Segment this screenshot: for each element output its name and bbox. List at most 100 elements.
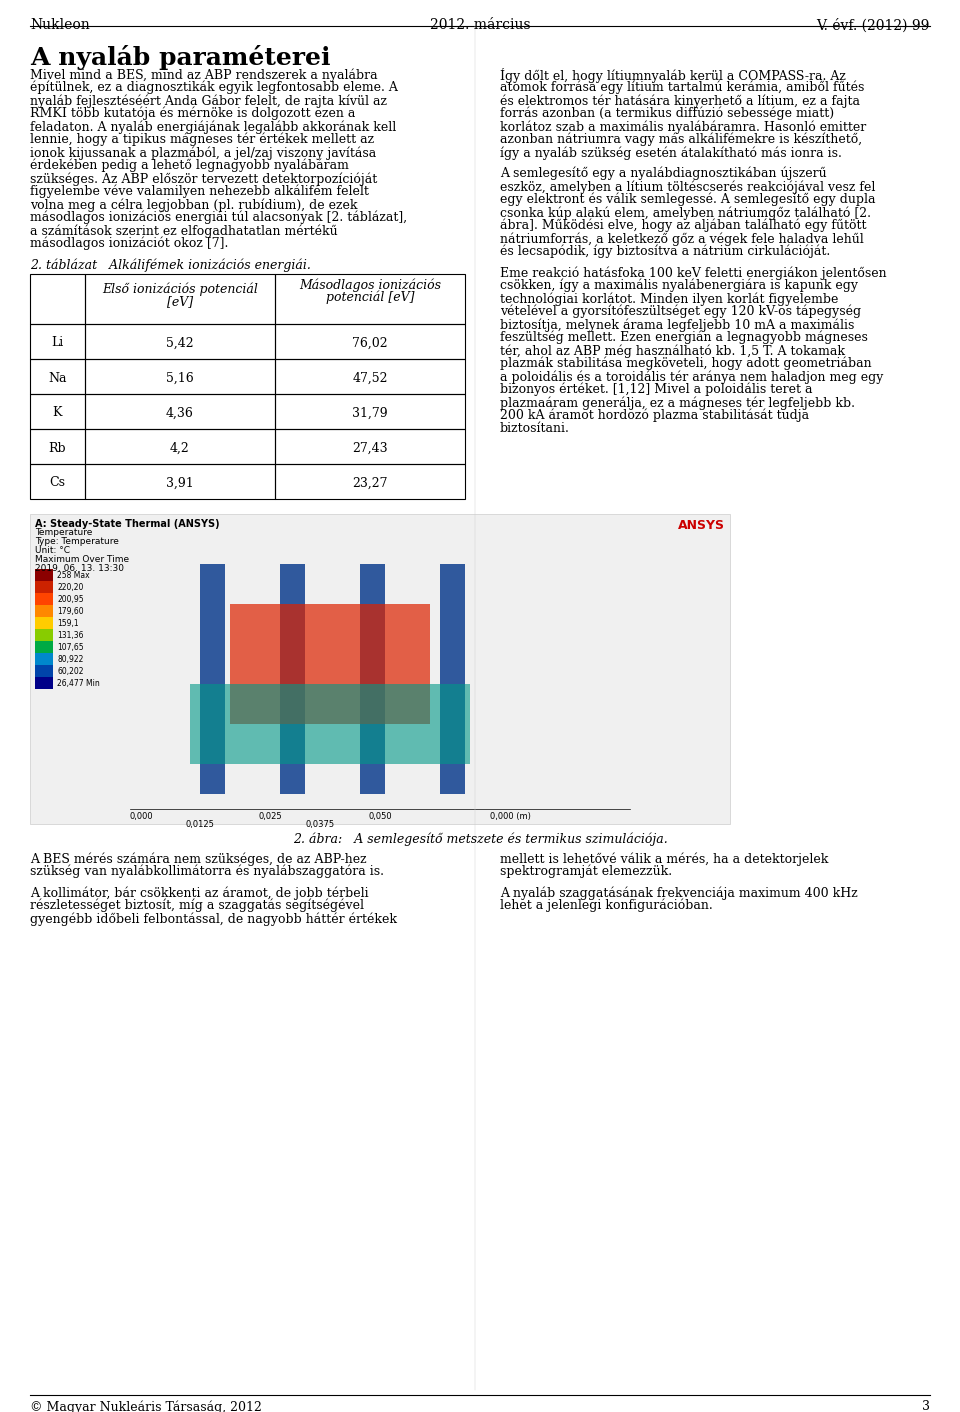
Text: Nukleon: Nukleon bbox=[30, 18, 89, 32]
Text: eszköz, amelyben a lítium töltéscserés reakciójával vesz fel: eszköz, amelyben a lítium töltéscserés r… bbox=[500, 179, 876, 193]
Text: [eV]: [eV] bbox=[167, 295, 193, 308]
Bar bbox=[275, 465, 465, 498]
Text: azonban nátriumra vagy más alkálifémekre is készíthető,: azonban nátriumra vagy más alkálifémekre… bbox=[500, 133, 862, 147]
Text: 159,1: 159,1 bbox=[57, 618, 79, 628]
Text: 60,202: 60,202 bbox=[57, 666, 84, 676]
Text: tér, ahol az ABP még használható kb. 1,5 T. A tokamak: tér, ahol az ABP még használható kb. 1,5… bbox=[500, 345, 845, 357]
Bar bbox=[280, 563, 305, 794]
Text: Mivel mind a BES, mind az ABP rendszerek a nyalábra: Mivel mind a BES, mind az ABP rendszerek… bbox=[30, 68, 377, 82]
Bar bbox=[30, 323, 85, 359]
Text: 0,025: 0,025 bbox=[258, 812, 282, 820]
Text: másodlagos ionizációt okoz [7].: másodlagos ionizációt okoz [7]. bbox=[30, 237, 228, 250]
Bar bbox=[35, 593, 53, 604]
Text: biztosítani.: biztosítani. bbox=[500, 422, 570, 435]
Text: 2012. március: 2012. március bbox=[430, 18, 530, 32]
Text: 220,20: 220,20 bbox=[57, 583, 84, 592]
Text: 200,95: 200,95 bbox=[57, 594, 84, 604]
Text: 179,60: 179,60 bbox=[57, 607, 84, 616]
Text: Cs: Cs bbox=[50, 476, 65, 490]
Bar bbox=[30, 359, 85, 394]
Bar bbox=[85, 394, 275, 429]
Text: mellett is lehetővé válik a mérés, ha a detektorjelek: mellett is lehetővé válik a mérés, ha a … bbox=[500, 851, 828, 866]
Text: A semlegesítő egy a nyalábdiagnosztikában újszerű: A semlegesítő egy a nyalábdiagnosztikába… bbox=[500, 167, 827, 181]
Text: 47,52: 47,52 bbox=[352, 371, 388, 384]
Text: K: K bbox=[53, 407, 62, 419]
Text: A: Steady-State Thermal (ANSYS): A: Steady-State Thermal (ANSYS) bbox=[35, 520, 220, 530]
Bar bbox=[35, 617, 53, 628]
Text: A nyaláb paraméterei: A nyaláb paraméterei bbox=[30, 45, 330, 71]
Text: építülnek, ez a diagnosztikák egyik legfontosabb eleme. A: építülnek, ez a diagnosztikák egyik legf… bbox=[30, 80, 397, 95]
Text: 2019. 06. 13. 13:30: 2019. 06. 13. 13:30 bbox=[35, 563, 124, 573]
Text: Első ionizációs potenciál: Első ionizációs potenciál bbox=[102, 282, 258, 295]
Text: 2. ábra:   A semlegesítő metszete és termikus szimulációja.: 2. ábra: A semlegesítő metszete és termi… bbox=[293, 832, 667, 846]
Text: egy elektront és válik semlegessé. A semlegesítő egy dupla: egy elektront és válik semlegessé. A sem… bbox=[500, 193, 876, 206]
Bar bbox=[35, 628, 53, 641]
Text: A nyaláb szaggatásának frekvenciája maximum 400 kHz: A nyaláb szaggatásának frekvenciája maxi… bbox=[500, 885, 857, 899]
Text: bizonyos értéket. [1,12] Mivel a poloidális teret a: bizonyos értéket. [1,12] Mivel a poloidá… bbox=[500, 383, 812, 397]
Text: atomok forrása egy lítium tartalmú kerámia, amiből fűtés: atomok forrása egy lítium tartalmú kerám… bbox=[500, 80, 864, 95]
Text: RMKI több kutatója és mérnöke is dolgozott ezen a: RMKI több kutatója és mérnöke is dolgozo… bbox=[30, 107, 355, 120]
Text: feszültség mellett. Ezen energián a legnagyobb mágneses: feszültség mellett. Ezen energián a legn… bbox=[500, 330, 868, 345]
Bar bbox=[230, 604, 430, 724]
Text: figyelembe véve valamilyen nehezebb alkálifém felelt: figyelembe véve valamilyen nehezebb alká… bbox=[30, 185, 369, 199]
Bar bbox=[440, 563, 465, 794]
Text: Li: Li bbox=[52, 336, 63, 350]
Text: V. évf. (2012) 99: V. évf. (2012) 99 bbox=[817, 18, 930, 32]
Text: csökken, így a maximális nyalábenergiára is kapunk egy: csökken, így a maximális nyalábenergiára… bbox=[500, 280, 858, 292]
Text: 3,91: 3,91 bbox=[166, 476, 194, 490]
Text: és elektromos tér hatására kinyerhető a lítium, ez a fajta: és elektromos tér hatására kinyerhető a … bbox=[500, 95, 860, 107]
Text: 0,0375: 0,0375 bbox=[305, 820, 335, 829]
Bar bbox=[30, 394, 85, 429]
Text: volna meg a célra legjobban (pl. rubídium), de ezek: volna meg a célra legjobban (pl. rubídiu… bbox=[30, 198, 357, 212]
Text: 0,000 (m): 0,000 (m) bbox=[490, 812, 531, 820]
Text: © Magyar Nukleáris Társaság, 2012: © Magyar Nukleáris Társaság, 2012 bbox=[30, 1401, 262, 1412]
Text: technológiai korlátot. Minden ilyen korlát figyelembe: technológiai korlátot. Minden ilyen korl… bbox=[500, 292, 838, 305]
Text: 5,42: 5,42 bbox=[166, 336, 194, 350]
Text: lehet a jelenlegi konfigurációban.: lehet a jelenlegi konfigurációban. bbox=[500, 899, 712, 912]
Text: 31,79: 31,79 bbox=[352, 407, 388, 419]
Text: és lecsapódik, így biztosítva a nátrium cirkulációját.: és lecsapódik, így biztosítva a nátrium … bbox=[500, 246, 830, 258]
Bar bbox=[35, 652, 53, 665]
Text: ábra]. Működési elve, hogy az aljában található egy fűtött: ábra]. Működési elve, hogy az aljában ta… bbox=[500, 219, 867, 233]
Text: 2. táblázat   Alkálifémek ionizációs energiái.: 2. táblázat Alkálifémek ionizációs energ… bbox=[30, 258, 311, 271]
Text: plazmaáram generálja, ez a mágneses tér legfeljebb kb.: plazmaáram generálja, ez a mágneses tér … bbox=[500, 395, 855, 409]
Text: Maximum Over Time: Maximum Over Time bbox=[35, 555, 130, 563]
Text: A kollimátor, bár csökkenti az áramot, de jobb térbeli: A kollimátor, bár csökkenti az áramot, d… bbox=[30, 885, 369, 899]
Text: ionok kijussanak a plazmából, a jel/zaj viszony javítása: ionok kijussanak a plazmából, a jel/zaj … bbox=[30, 145, 376, 160]
Text: vételével a gyorsítófeszültséget egy 120 kV-os tápegység: vételével a gyorsítófeszültséget egy 120… bbox=[500, 305, 861, 319]
Bar bbox=[85, 274, 275, 323]
Bar bbox=[35, 580, 53, 593]
Text: gyengébb időbeli felbontással, de nagyobb háttér értékek: gyengébb időbeli felbontással, de nagyob… bbox=[30, 912, 397, 925]
Text: 5,16: 5,16 bbox=[166, 371, 194, 384]
Text: A BES mérés számára nem szükséges, de az ABP-hez: A BES mérés számára nem szükséges, de az… bbox=[30, 851, 367, 866]
Bar bbox=[35, 665, 53, 676]
Text: 80,922: 80,922 bbox=[57, 655, 84, 664]
Text: 258 Max: 258 Max bbox=[57, 570, 89, 580]
Bar bbox=[30, 465, 85, 498]
Text: nátriumforrás, a keletkező gőz a végek fele haladva lehűl: nátriumforrás, a keletkező gőz a végek f… bbox=[500, 232, 864, 246]
Text: Rb: Rb bbox=[49, 442, 66, 455]
Text: a számítások szerint ez elfogadhatatlan mértékű: a számítások szerint ez elfogadhatatlan … bbox=[30, 225, 338, 237]
Text: szükség van nyalábkollimátorra és nyalábszaggatóra is.: szükség van nyalábkollimátorra és nyaláb… bbox=[30, 866, 384, 878]
Text: spektrogramját elemezzük.: spektrogramját elemezzük. bbox=[500, 866, 672, 878]
Text: ANSYS: ANSYS bbox=[678, 520, 725, 532]
Text: szükséges. Az ABP először tervezett detektorpozícióját: szükséges. Az ABP először tervezett dete… bbox=[30, 172, 377, 185]
Text: Temperature: Temperature bbox=[35, 528, 92, 537]
Text: 0,0125: 0,0125 bbox=[185, 820, 214, 829]
Text: biztosítja, melynek árama legfeljebb 10 mA a maximális: biztosítja, melynek árama legfeljebb 10 … bbox=[500, 318, 854, 332]
Text: 3: 3 bbox=[922, 1401, 930, 1412]
Bar bbox=[85, 429, 275, 465]
Bar bbox=[275, 429, 465, 465]
Bar bbox=[360, 563, 385, 794]
Bar bbox=[35, 569, 53, 580]
Bar bbox=[30, 429, 85, 465]
Text: lennie, hogy a tipikus mágneses tér értékek mellett az: lennie, hogy a tipikus mágneses tér érté… bbox=[30, 133, 374, 147]
Text: másodlagos ionizációs energiái túl alacsonyak [2. táblázat],: másodlagos ionizációs energiái túl alacs… bbox=[30, 210, 407, 225]
Bar bbox=[35, 641, 53, 652]
Bar bbox=[275, 359, 465, 394]
Text: feladaton. A nyaláb energiájának legalább akkorának kell: feladaton. A nyaláb energiájának legaláb… bbox=[30, 120, 396, 134]
Text: 26,477 Min: 26,477 Min bbox=[57, 679, 100, 688]
Text: 4,2: 4,2 bbox=[170, 442, 190, 455]
Bar bbox=[200, 563, 225, 794]
Text: 27,43: 27,43 bbox=[352, 442, 388, 455]
